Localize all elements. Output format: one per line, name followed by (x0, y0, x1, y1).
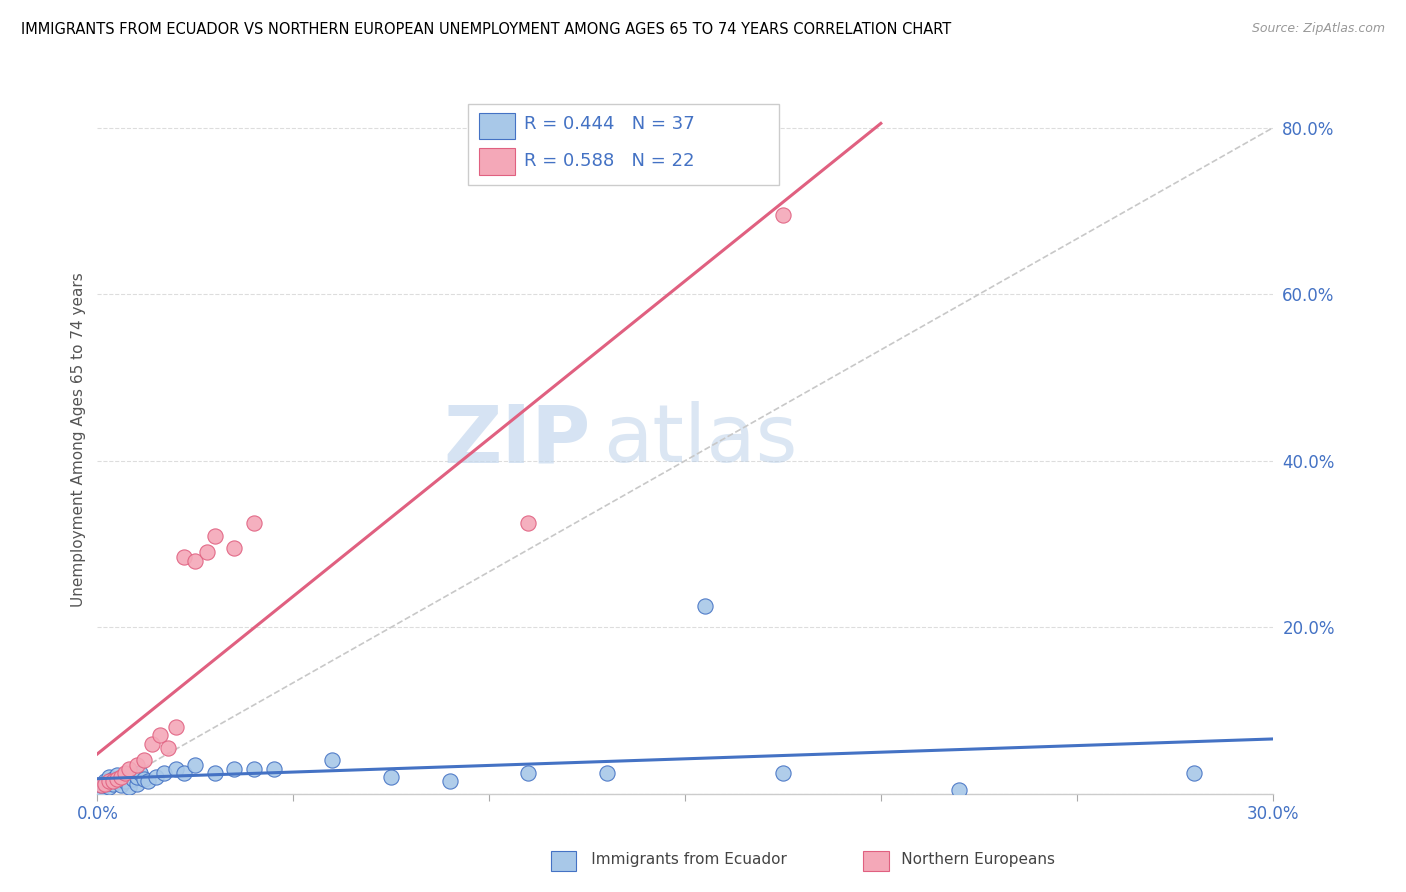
Point (173, 765, 195, 780)
Bar (551, 851, 576, 871)
Point (165, 762, 187, 776)
Point (101, 772, 124, 786)
Point (195, 545, 218, 559)
Point (110, 770, 132, 784)
Text: R = 0.588   N = 22: R = 0.588 N = 22 (524, 152, 695, 169)
Text: R = 0.444   N = 37: R = 0.444 N = 37 (524, 115, 695, 133)
Point (105, 768, 128, 782)
Point (90, 778, 112, 792)
Point (165, 720, 187, 734)
Point (90, 778, 112, 792)
Point (156, 740, 179, 755)
Point (105, 772, 128, 786)
Point (153, 765, 176, 780)
Bar (863, 851, 889, 871)
Text: Immigrants from Ecuador: Immigrants from Ecuador (562, 852, 787, 867)
Point (595, 765, 617, 780)
Point (517, 765, 540, 780)
Point (149, 728, 172, 742)
Text: Source: ZipAtlas.com: Source: ZipAtlas.com (1251, 22, 1385, 36)
Point (243, 762, 266, 776)
Text: Northern Europeans: Northern Europeans (872, 852, 1054, 867)
Point (94, 778, 117, 792)
Point (772, 208, 794, 222)
Point (114, 774, 136, 789)
Point (125, 777, 148, 791)
Point (118, 780, 141, 794)
Point (204, 765, 226, 780)
Point (173, 549, 195, 564)
Point (125, 770, 148, 784)
Point (243, 516, 266, 531)
Point (94, 777, 117, 791)
Point (224, 762, 246, 776)
Point (1182, 765, 1205, 780)
Point (110, 778, 132, 792)
Point (439, 774, 461, 789)
Point (90, 782, 112, 797)
Bar (479, 148, 515, 175)
Point (204, 529, 226, 543)
Point (224, 541, 246, 556)
Point (101, 774, 124, 789)
Point (517, 516, 540, 531)
Text: IMMIGRANTS FROM ECUADOR VS NORTHERN EUROPEAN UNEMPLOYMENT AMONG AGES 65 TO 74 YE: IMMIGRANTS FROM ECUADOR VS NORTHERN EURO… (21, 22, 952, 37)
Point (136, 774, 159, 789)
Point (98, 780, 121, 794)
Point (321, 753, 343, 767)
Point (134, 772, 156, 786)
Point (134, 753, 156, 767)
Point (263, 762, 285, 776)
Point (101, 777, 124, 791)
Point (141, 737, 163, 751)
Text: atlas: atlas (603, 401, 797, 479)
Point (948, 782, 970, 797)
Point (380, 770, 402, 784)
Point (145, 770, 167, 784)
Point (693, 599, 716, 614)
Point (121, 772, 143, 786)
Point (98, 774, 121, 789)
FancyBboxPatch shape (468, 104, 779, 186)
Y-axis label: Unemployment Among Ages 65 to 74 years: Unemployment Among Ages 65 to 74 years (72, 273, 86, 607)
Point (98, 770, 121, 784)
Point (105, 774, 128, 789)
Point (184, 554, 207, 568)
Point (125, 757, 148, 772)
Point (772, 765, 794, 780)
Point (114, 765, 136, 780)
Bar (479, 112, 515, 139)
Point (118, 762, 141, 776)
Point (184, 757, 207, 772)
Text: ZIP: ZIP (444, 401, 591, 479)
Point (129, 765, 152, 780)
Point (94, 774, 117, 789)
